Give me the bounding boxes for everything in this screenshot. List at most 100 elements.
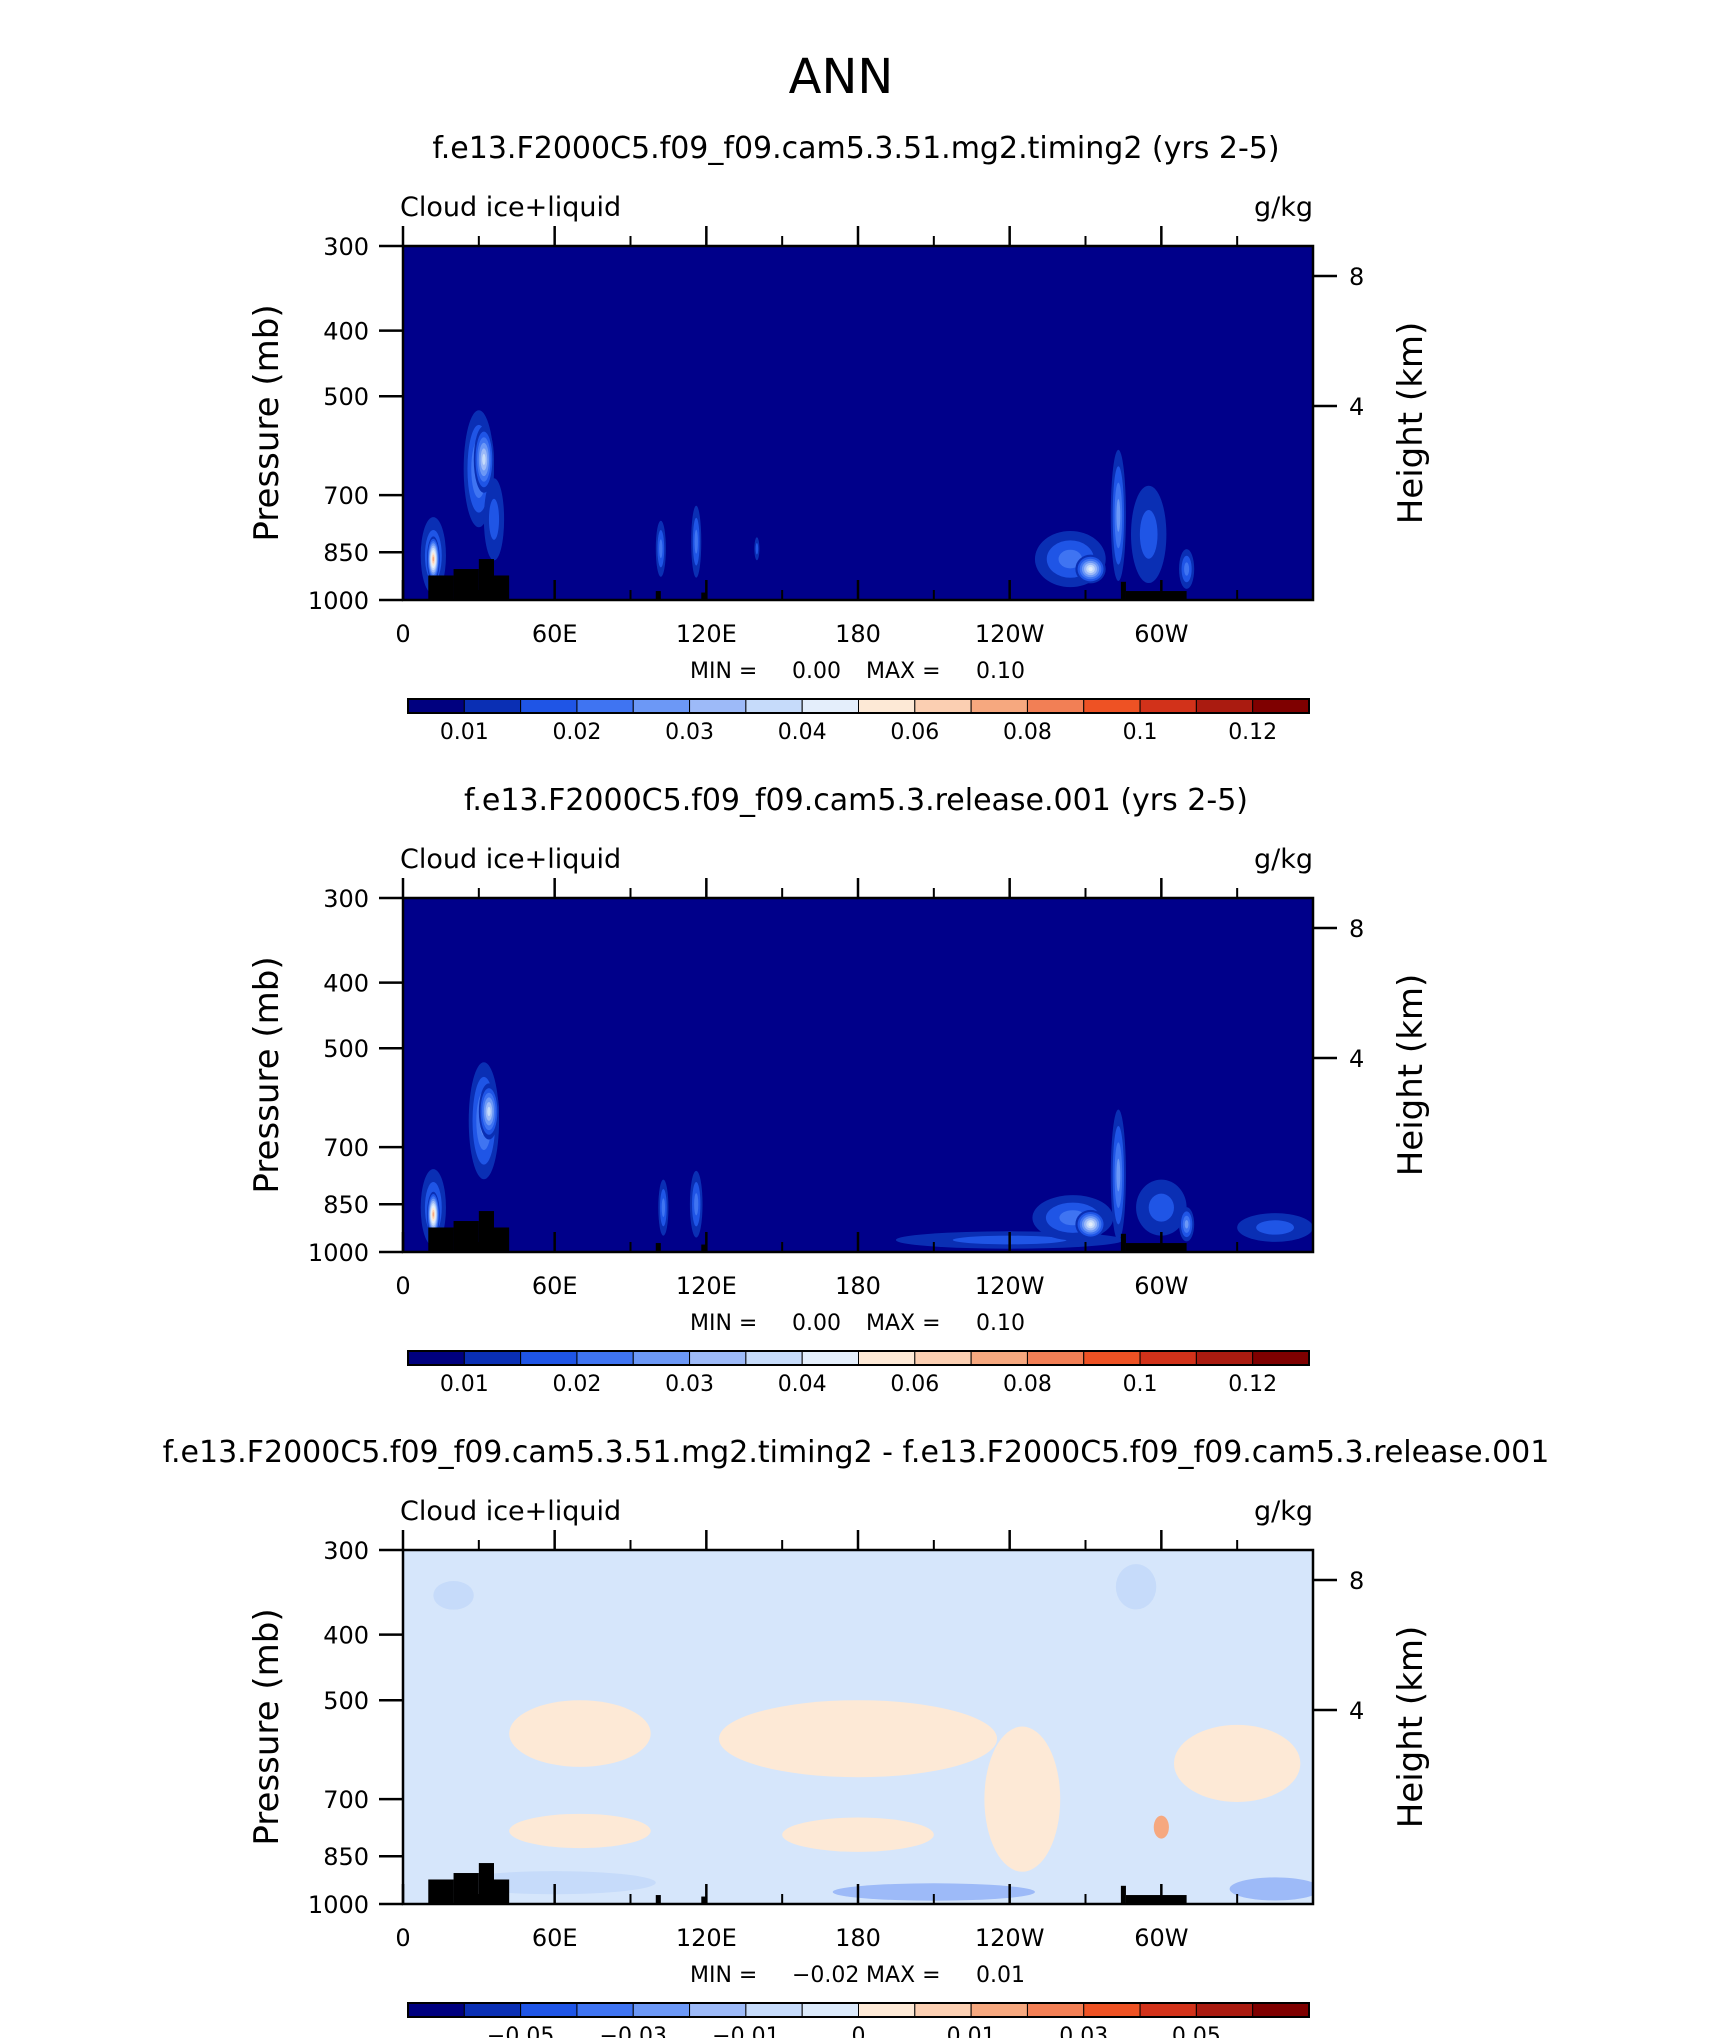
colorbar-swatch	[914, 698, 972, 714]
topography	[1125, 591, 1187, 600]
units-label: g/kg	[1254, 844, 1313, 875]
contour-fill	[661, 1198, 666, 1217]
topography	[428, 1227, 454, 1252]
contour-fill	[509, 1700, 651, 1767]
colorbar-swatch	[1083, 698, 1141, 714]
colorbar-swatch	[745, 2002, 803, 2018]
topography	[494, 1227, 510, 1252]
colorbar-label: 0.08	[1003, 1372, 1052, 1397]
colorbar-swatch	[801, 1350, 859, 1366]
y-axis-label: Pressure (mb)	[247, 1608, 287, 1845]
colorbar-swatch	[745, 1350, 803, 1366]
colorbar-swatch	[1139, 698, 1197, 714]
field-contours	[420, 410, 1195, 600]
max-value: 0.10	[976, 1311, 1025, 1336]
variable-label: Cloud ice+liquid	[400, 192, 621, 223]
y-tick-label: 300	[323, 233, 369, 261]
colorbar-swatch	[689, 2002, 747, 2018]
colorbar-label: −0.03	[600, 2024, 667, 2038]
colorbar-swatch	[407, 1350, 465, 1366]
colorbar-label: 0.08	[1003, 720, 1052, 745]
y-axis-label: Pressure (mb)	[247, 956, 287, 1193]
colorbar: −0.05 −0.03 −0.01 0 0.01 0.03 0.05	[407, 2002, 1310, 2038]
topography	[701, 592, 707, 600]
contour-fill	[1116, 1158, 1121, 1192]
colorbar-swatch	[1195, 1350, 1254, 1366]
colorbar-swatch	[463, 698, 522, 714]
y-tick-label: 400	[323, 318, 369, 346]
topography	[453, 1873, 479, 1904]
topography	[655, 1243, 661, 1252]
variable-label: Cloud ice+liquid	[400, 844, 621, 875]
topography	[655, 591, 661, 600]
min-value: −0.02	[792, 1963, 859, 1988]
colorbar-swatch	[801, 2002, 859, 2018]
x-tick-label: 120W	[975, 1924, 1045, 1952]
colorbar-swatch	[1026, 2002, 1085, 2018]
units-label: g/kg	[1254, 1496, 1313, 1527]
x-tick-label: 60E	[532, 620, 578, 648]
contour-fill	[984, 1726, 1061, 1872]
y-axis-label: Pressure (mb)	[247, 304, 287, 541]
colorbar-swatch	[1195, 698, 1254, 714]
x-tick-label: 0	[395, 1924, 410, 1952]
topography	[428, 1879, 454, 1904]
topography	[701, 1896, 707, 1904]
contour-fill	[432, 1212, 434, 1217]
topography	[1125, 1895, 1187, 1904]
colorbar-frame	[407, 698, 1310, 714]
contour-fill	[1139, 510, 1158, 559]
colorbar-frame	[407, 2002, 1310, 2018]
x-tick-label: 120E	[676, 620, 737, 648]
contour-fill	[718, 1700, 998, 1778]
colorbar-label: 0.02	[552, 720, 601, 745]
contour-fill	[1058, 549, 1083, 569]
colorbar-label: 0.03	[665, 1372, 714, 1397]
colorbar-swatch	[914, 1350, 972, 1366]
page-title: ANN	[789, 49, 894, 105]
y-tick-label: 500	[323, 383, 369, 411]
contour-fill	[488, 498, 500, 540]
contour-fill	[755, 542, 759, 555]
colorbar: 0.01 0.02 0.03 0.04 0.06 0.08 0.1 0.12	[407, 1350, 1310, 1397]
x-tick-label: 60E	[532, 1272, 578, 1300]
y2-axis-label: Height (km)	[1391, 1626, 1431, 1829]
y-tick-label: 700	[323, 482, 369, 510]
colorbar-swatch	[970, 1350, 1028, 1366]
contour-fill	[782, 1817, 934, 1852]
max-label: MAX =	[866, 1963, 941, 1988]
topography	[1120, 1233, 1126, 1252]
topography	[494, 1879, 510, 1904]
colorbar-swatch	[632, 698, 691, 714]
y2-axis-label: Height (km)	[1391, 322, 1431, 525]
colorbar-swatch	[858, 698, 916, 714]
colorbar-swatch	[463, 2002, 522, 2018]
contour-fill	[694, 529, 698, 554]
y-tick-label: 1000	[308, 587, 369, 615]
colorbar-swatch	[576, 698, 634, 714]
x-tick-label: 120W	[975, 620, 1045, 648]
contour-fill	[832, 1883, 1035, 1901]
contour-fill	[1256, 1220, 1295, 1235]
colorbar-swatch	[970, 2002, 1028, 2018]
colorbar-swatch	[407, 698, 465, 714]
contour-fill	[659, 539, 663, 559]
topography	[478, 1211, 494, 1252]
contour-fill	[433, 1580, 474, 1610]
min-label: MIN =	[690, 1311, 757, 1336]
topography	[453, 1221, 479, 1252]
colorbar-label: 0.01	[440, 1372, 489, 1397]
y-tick-label: 850	[323, 539, 369, 567]
y2-tick-label: 8	[1349, 263, 1364, 291]
colorbar-label: 0.01	[947, 2024, 996, 2038]
chart-panel-3: f.e13.F2000C5.f09_f09.cam5.3.51.mg2.timi…	[163, 1435, 1550, 2038]
colorbar-swatch	[520, 2002, 578, 2018]
y-tick-label: 850	[323, 1843, 369, 1871]
chart-panel-2: f.e13.F2000C5.f09_f09.cam5.3.release.001…	[247, 783, 1431, 1397]
colorbar-label: 0.12	[1228, 1372, 1277, 1397]
x-tick-label: 180	[835, 1272, 881, 1300]
colorbar-swatch	[689, 1350, 747, 1366]
y-tick-label: 300	[323, 1537, 369, 1565]
colorbar-swatch	[576, 1350, 634, 1366]
